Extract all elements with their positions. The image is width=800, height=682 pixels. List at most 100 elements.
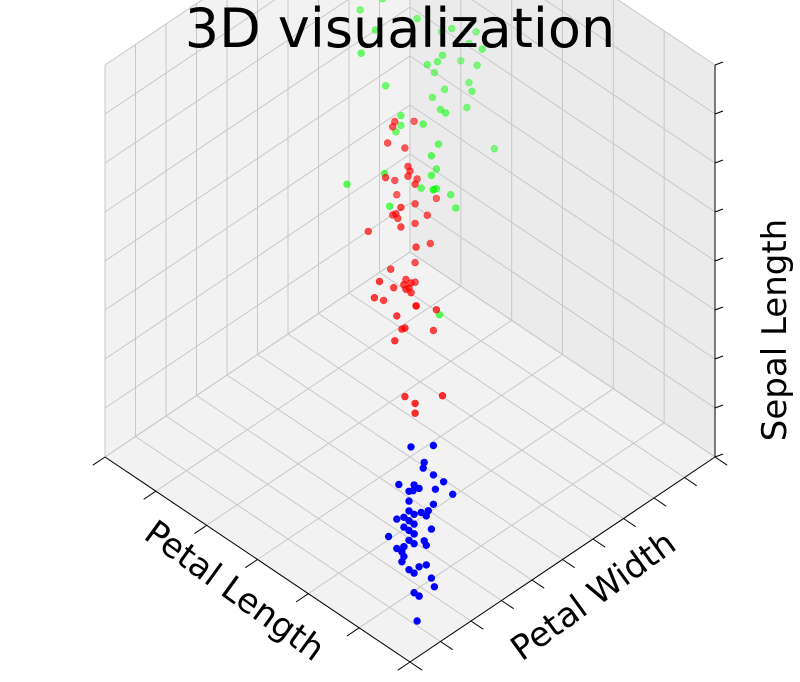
data-point (410, 569, 418, 577)
data-point (422, 512, 430, 520)
data-point (343, 180, 351, 188)
data-point (473, 61, 481, 70)
x-axis-tick (397, 661, 411, 671)
data-point (401, 324, 409, 332)
data-point (426, 239, 434, 248)
left-wall-grid-line-z (544, 0, 716, 115)
left-wall-grid-line-z (409, 104, 716, 311)
data-point (419, 120, 427, 128)
data-point (432, 306, 441, 314)
data-point (387, 265, 395, 273)
data-point (393, 515, 401, 523)
data-point (412, 243, 420, 251)
data-point (412, 302, 420, 310)
right-wall-grid-line-z (104, 6, 411, 213)
data-point (410, 539, 418, 548)
data-point (422, 561, 430, 569)
y-axis-tick (714, 456, 728, 466)
data-point (438, 51, 447, 59)
data-point (432, 184, 441, 193)
x-axis-tick (346, 627, 360, 637)
z-axis-tick (714, 61, 724, 66)
data-points (343, 0, 499, 625)
left-wall-grid-line-z (409, 55, 716, 262)
data-point (440, 85, 449, 93)
right-wall-grid-line-z (104, 153, 411, 360)
z-axis-label: Sepal Length (755, 219, 795, 441)
data-point (405, 487, 413, 495)
data-point (448, 24, 456, 33)
data-point (410, 117, 418, 126)
z-axis-tick (714, 404, 724, 409)
left-wall-grid-line-z (409, 202, 716, 409)
data-point (410, 530, 418, 538)
data-point (364, 227, 372, 236)
right-wall-grid-line-z (104, 0, 349, 164)
data-point (436, 105, 445, 114)
floor-grid-line-y (226, 374, 533, 581)
z-axis-tick (714, 453, 724, 458)
data-point (375, 277, 384, 286)
z-axis-tick (714, 355, 724, 360)
data-point (432, 165, 441, 173)
right-wall-grid-line-z (104, 0, 276, 115)
floor-grid-line-y (318, 313, 624, 519)
y-axis-tick (653, 497, 667, 507)
data-point (381, 173, 390, 182)
left-wall-grid-line-z (617, 0, 716, 66)
data-point (415, 592, 423, 600)
data-point (411, 399, 419, 408)
data-point (405, 526, 413, 535)
data-point (393, 191, 401, 199)
data-point (400, 523, 408, 531)
data-point (404, 172, 412, 180)
data-point (423, 211, 431, 219)
data-point (411, 409, 419, 417)
data-point (410, 520, 418, 528)
data-point (400, 513, 408, 521)
x-axis-tick (92, 456, 106, 466)
x-axis-tick (295, 593, 309, 603)
left-wall-grid-line-z (409, 153, 716, 360)
data-point (410, 510, 418, 518)
data-point (384, 532, 393, 541)
data-point (411, 180, 419, 188)
data-point (370, 294, 379, 302)
data-point (405, 565, 413, 574)
data-point (449, 490, 457, 498)
data-point (379, 0, 387, 3)
data-point (413, 14, 421, 23)
y-axis-tick (470, 620, 484, 630)
data-point (391, 176, 399, 185)
right-wall-grid-line-z (104, 0, 203, 66)
chart-title: 3D visualization (185, 0, 615, 60)
data-point (465, 39, 473, 48)
data-point (415, 563, 423, 571)
floor-grid-line-y (287, 333, 594, 540)
data-point (423, 60, 431, 69)
left-wall-grid-line-z (409, 251, 716, 458)
data-point (439, 478, 448, 486)
data-point (356, 6, 364, 14)
data-point (433, 57, 442, 66)
z-axis-tick (714, 159, 724, 164)
data-point (410, 588, 418, 597)
data-point (393, 544, 401, 553)
data-point (417, 508, 425, 517)
y-axis-tick (440, 641, 453, 651)
data-point (400, 281, 408, 289)
floor-grid-line-y (379, 272, 685, 478)
data-point (397, 203, 405, 212)
y-axis-tick (531, 579, 545, 589)
data-point (398, 548, 406, 556)
y-axis-tick (592, 538, 606, 548)
data-point (397, 223, 405, 231)
data-point (420, 458, 428, 467)
data-point (395, 480, 403, 489)
data-point (447, 191, 455, 199)
y-axis-tick (409, 661, 423, 671)
data-point (393, 312, 401, 320)
floor-grid-line-y (165, 415, 472, 622)
data-point (429, 500, 438, 508)
data-point (431, 485, 440, 493)
